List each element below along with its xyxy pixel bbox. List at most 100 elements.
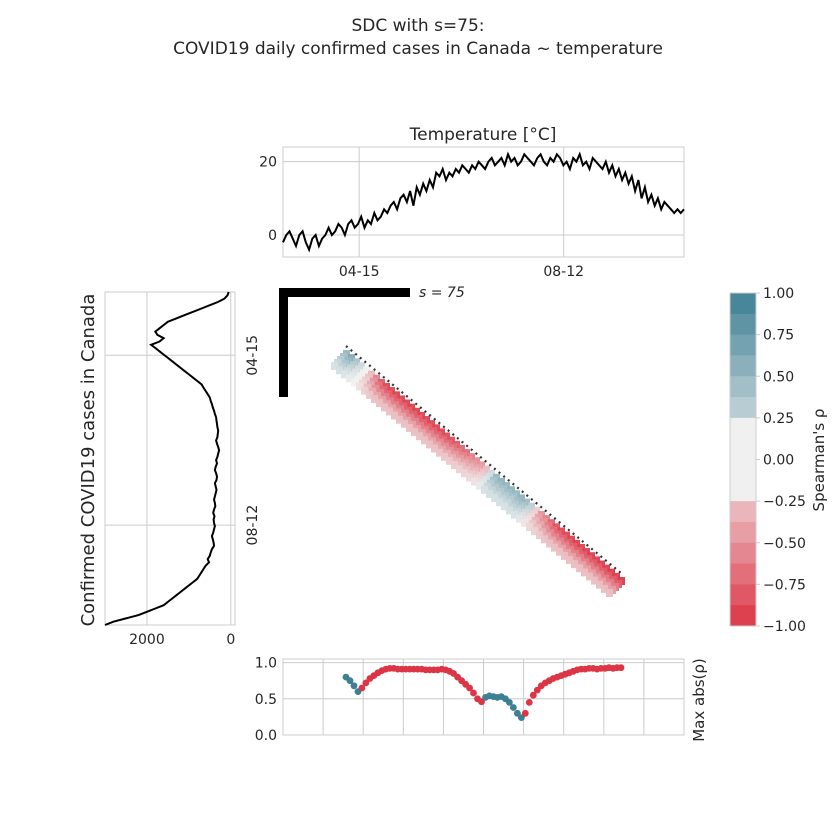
maxrho-point — [358, 684, 366, 692]
colorbar-band — [730, 438, 756, 460]
window-bar-horizontal — [279, 288, 410, 297]
heatmap-cell — [561, 551, 568, 560]
heatmap-cell — [581, 568, 588, 577]
colorbar-tick-label: 0.00 — [763, 453, 794, 469]
maxrho-point — [350, 682, 358, 690]
colorbar-band — [730, 501, 756, 523]
colorbar-tick-label: 0.75 — [763, 328, 794, 344]
heatmap-cell — [446, 456, 453, 465]
heatmap-cell — [331, 362, 338, 370]
colorbar-band — [730, 563, 756, 585]
cases-grid — [105, 292, 235, 625]
heatmap-cell — [511, 510, 518, 519]
colorbar-band — [730, 521, 756, 544]
heatmap-cell — [356, 382, 363, 391]
colorbar-band — [730, 584, 756, 606]
heatmap-cell — [351, 378, 358, 387]
colorbar-band — [730, 334, 756, 356]
maxrho-point — [362, 679, 370, 687]
maxrho-point — [521, 709, 529, 717]
colorbar-band — [730, 397, 756, 419]
maxrho-ytick-label: 0.5 — [255, 692, 277, 708]
heatmap-cell — [391, 411, 398, 420]
colorbar-tick-label: −1.00 — [763, 619, 806, 635]
heatmap-cell — [606, 589, 613, 597]
heatmap-cell — [346, 374, 353, 383]
heatmap-cell — [506, 506, 513, 515]
heatmap-cell — [526, 523, 533, 531]
temperature-panel: Temperature [°C] 0 20 04-15 08-12 — [259, 125, 685, 280]
maxrho-point — [514, 709, 521, 717]
heatmap-cell — [531, 527, 538, 536]
colorbar-band — [730, 417, 756, 440]
heatmap-cell — [501, 502, 508, 511]
heatmap-cell — [386, 407, 393, 416]
temperature-xtick-label: 08-12 — [543, 264, 584, 280]
cases-line — [104, 291, 230, 626]
heatmap-cell — [366, 390, 373, 399]
max-abs-rho-panel: 0.0 0.5 1.0 Max abs(ρ) — [255, 656, 708, 744]
heatmap-cell — [336, 366, 343, 375]
heatmap-cell — [471, 477, 478, 486]
temperature-line — [282, 151, 685, 253]
maxrho-point — [533, 686, 541, 694]
heatmap-cell — [551, 543, 558, 552]
colorbar-band — [730, 605, 756, 627]
heatmap-cell — [361, 386, 368, 395]
heatmap-cell — [341, 370, 348, 379]
maxrho-tick-labels: 0.0 0.5 1.0 — [255, 656, 277, 744]
temperature-title: Temperature [°C] — [409, 125, 557, 145]
figure-title-line1: SDC with s=75: — [351, 16, 484, 36]
colorbar-band — [730, 480, 756, 502]
maxrho-points — [342, 664, 625, 721]
colorbar-tick-label: −0.50 — [763, 536, 806, 552]
colorbar-tick-label: −0.25 — [763, 494, 806, 510]
maxrho-point — [466, 684, 473, 692]
maxrho-ytick-label: 0.0 — [255, 728, 277, 744]
maxrho-point — [478, 698, 485, 706]
colorbar-band — [730, 355, 756, 377]
heatmap-cell — [416, 432, 423, 441]
colorbar-band — [730, 313, 756, 336]
heatmap-cell — [406, 423, 413, 432]
heatmap-cell — [436, 448, 443, 457]
heatmap-cell — [516, 514, 523, 523]
heatmap-cell — [421, 436, 428, 445]
maxrho-point — [510, 704, 517, 711]
heatmap-cell — [536, 531, 543, 540]
colorbar-tick-label: 1.00 — [763, 286, 794, 302]
figure-title-line2: COVID19 daily confirmed cases in Canada … — [173, 39, 663, 59]
colorbar-band — [730, 293, 756, 315]
colorbar-band — [730, 542, 756, 565]
heatmap-cell — [431, 444, 438, 453]
heatmap-cell — [451, 461, 458, 470]
maxrho-ytick-label: 1.0 — [255, 656, 277, 672]
colorbar-tick-label: −0.75 — [763, 577, 806, 593]
heatmap-cell — [586, 572, 593, 581]
colorbar-band — [730, 376, 756, 398]
cases-ytick-label: 04-15 — [245, 335, 261, 376]
maxrho-grid — [283, 659, 684, 736]
s-label: s = 75 — [419, 285, 465, 301]
cases-ylabel: Confirmed COVID19 cases in Canada — [78, 294, 99, 627]
heatmap-cell — [601, 584, 608, 593]
heatmap-cell — [476, 481, 483, 490]
maxrho-point — [525, 699, 533, 706]
maxrho-ylabel: Max abs(ρ) — [690, 658, 708, 742]
heatmap-cell — [401, 419, 408, 428]
maxrho-point — [470, 689, 477, 697]
window-bar-vertical — [279, 288, 288, 397]
heatmap-cell — [546, 539, 553, 548]
temperature-ytick-label: 0 — [268, 228, 277, 244]
colorbar-bands — [730, 293, 756, 627]
heatmap-cell — [521, 518, 528, 527]
cases-xtick-label: 2000 — [129, 632, 165, 648]
heatmap-cell — [426, 440, 433, 449]
colorbar-label: Spearman's ρ — [810, 409, 828, 512]
temperature-xtick-label: 04-15 — [339, 264, 380, 280]
cases-axes-frame — [104, 291, 236, 626]
cases-xtick-label: 0 — [226, 632, 235, 648]
maxrho-point — [529, 691, 537, 699]
colorbar: 1.00 0.75 0.50 0.25 0.00 −0.25 −0.50 −0.75 −1.00… — [729, 286, 828, 635]
maxrho-point — [506, 699, 513, 706]
